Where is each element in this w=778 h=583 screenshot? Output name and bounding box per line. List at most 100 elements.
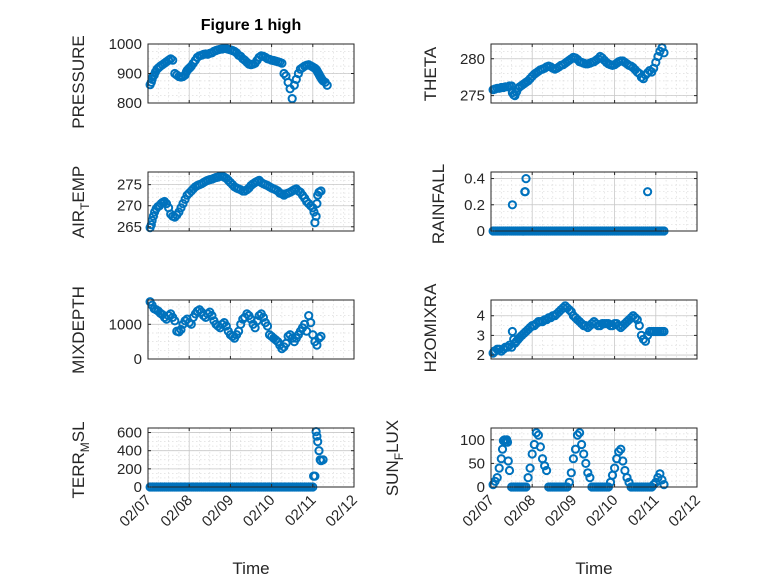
data-point	[610, 463, 620, 473]
xlabel-left: Time	[232, 559, 269, 578]
data-point	[168, 55, 178, 65]
data-point	[502, 437, 513, 447]
y-tick-label: 1000	[109, 316, 142, 333]
data-point	[318, 455, 328, 465]
subplot-h2omixra: 2 3 4	[477, 299, 698, 364]
ylabel-air-temp: AIRTEMP	[69, 166, 92, 239]
data-point	[310, 471, 320, 481]
y-tick-label: 0	[134, 479, 142, 496]
data-point	[504, 340, 515, 350]
axes-frame	[490, 43, 698, 104]
data-point	[568, 454, 579, 464]
x-tick-label: 02/11	[282, 492, 320, 530]
x-tick-label: 02/10	[240, 492, 279, 531]
data-point	[622, 473, 632, 483]
y-tick-label: 0	[477, 223, 485, 240]
y-tick-label: 200	[117, 461, 142, 478]
x-tick-label: 02/12	[665, 492, 704, 531]
data-point	[503, 456, 513, 466]
data-point	[314, 446, 324, 456]
y-tick-label: 1000	[109, 36, 142, 53]
data-point	[523, 473, 533, 483]
data-point	[316, 186, 326, 196]
ylabel-sun-flux: SUNFLUX	[383, 420, 406, 496]
data-point	[566, 468, 576, 478]
x-tick-label: 02/08	[500, 492, 539, 531]
data-point	[520, 187, 530, 197]
data-point	[502, 342, 513, 352]
data-point	[504, 465, 515, 476]
y-tick-label: 0.2	[464, 197, 485, 214]
axes-frame	[147, 171, 355, 232]
data-point	[313, 437, 323, 447]
subplot-sun-flux: 0 50 100 02/07 02/08 02/09 02/10 02/11 02/12	[459, 427, 704, 531]
y-tick-label: 3	[477, 327, 485, 344]
data-point	[170, 316, 180, 326]
data-point	[535, 442, 546, 452]
data-point	[643, 187, 653, 197]
y-tick-label: 0	[134, 351, 142, 368]
data-point	[221, 321, 231, 331]
data-point	[521, 174, 531, 184]
axes-frame	[490, 299, 698, 360]
data-point	[583, 468, 593, 478]
data-point	[258, 312, 268, 322]
subplot-pressure: 800 900 1000	[109, 36, 355, 112]
data-point	[306, 318, 316, 328]
y-tick-label: 275	[460, 88, 485, 105]
data-point	[634, 321, 644, 331]
data-point	[659, 480, 669, 490]
y-tick-label: 0	[477, 479, 485, 496]
subplot-rainfall: 0 0.2 0.4	[464, 171, 698, 240]
data-point	[492, 473, 502, 483]
data-point	[581, 458, 591, 468]
data-point	[616, 444, 626, 454]
x-tick-label: 02/12	[322, 492, 361, 531]
data-point	[577, 439, 587, 450]
data-point	[287, 94, 297, 104]
y-tick-label: 280	[460, 51, 485, 68]
ylabel-terr-msl: TERRMSL	[69, 421, 92, 498]
data-point	[527, 449, 537, 459]
ylabel-theta: THETA	[421, 46, 440, 101]
data-point	[148, 211, 158, 221]
data-point	[643, 68, 653, 78]
data-point	[659, 326, 669, 337]
y-tick-label: 0.4	[464, 171, 485, 188]
y-tick-label: 275	[117, 177, 142, 194]
axes-frame	[490, 171, 698, 232]
ylabel-rainfall: RAINFALL	[429, 164, 448, 244]
data-point	[262, 321, 273, 331]
data-point	[570, 444, 581, 454]
x-tick-label: 02/09	[542, 492, 581, 531]
figure-title: Figure 1 high	[201, 17, 301, 34]
data-point	[659, 48, 669, 58]
subplot-air-temp: 265 270 275	[117, 171, 355, 236]
data-point	[207, 311, 217, 321]
data-point	[311, 211, 321, 221]
data-point	[159, 196, 170, 207]
y-tick-label: 50	[468, 455, 485, 472]
data-point	[542, 465, 552, 476]
x-tick-label: 02/09	[199, 492, 238, 531]
ylabel-h2omixra: H2OMIXRA	[421, 283, 440, 372]
y-tick-label: 4	[477, 308, 485, 325]
x-tick-label: 02/11	[625, 492, 663, 530]
data-point	[585, 473, 595, 483]
data-point	[507, 200, 518, 210]
data-point	[525, 463, 535, 473]
y-tick-label: 800	[117, 95, 142, 112]
data-point	[533, 430, 544, 440]
y-tick-label: 100	[460, 432, 485, 449]
subplot-theta: 275 280	[460, 43, 698, 105]
data-point	[494, 463, 504, 473]
axes-frame	[490, 427, 698, 488]
data-point	[316, 331, 326, 341]
axes-frame	[147, 427, 355, 488]
ylabel-pressure: PRESSURE	[69, 35, 88, 129]
y-tick-label: 600	[117, 425, 142, 442]
y-tick-label: 400	[117, 443, 142, 460]
data-point	[575, 428, 585, 438]
